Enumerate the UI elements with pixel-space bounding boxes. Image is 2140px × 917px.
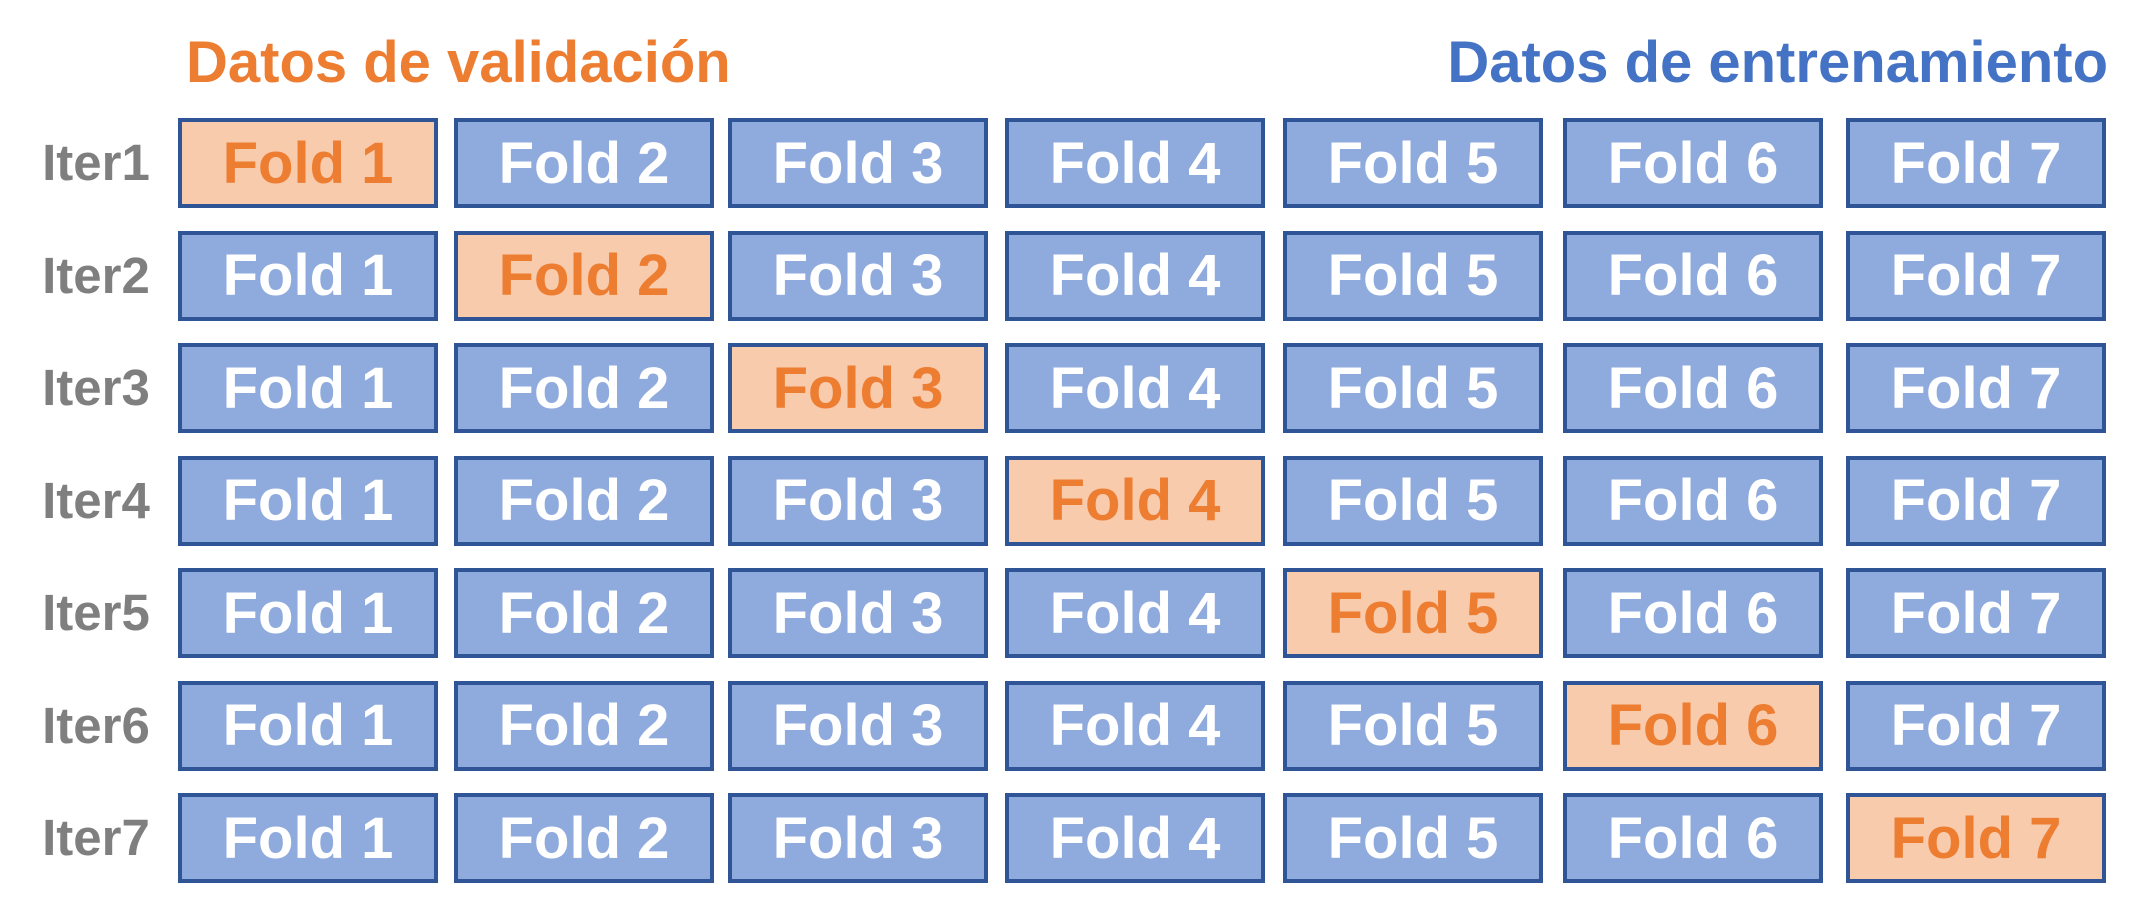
fold-cell-training: Fold 4 bbox=[1005, 568, 1265, 658]
fold-cell-training: Fold 1 bbox=[178, 343, 438, 433]
fold-cell-validation: Fold 4 bbox=[1005, 455, 1265, 546]
fold-cell-validation: Fold 1 bbox=[178, 118, 438, 208]
iteration-label: Iter1 bbox=[42, 134, 150, 191]
fold-cell-validation: Fold 7 bbox=[1846, 793, 2106, 883]
iteration-label: Iter3 bbox=[42, 359, 150, 416]
fold-cell-training: Fold 2 bbox=[454, 118, 714, 208]
fold-cell-training: Fold 2 bbox=[454, 680, 714, 771]
fold-cell-training: Fold 1 bbox=[178, 793, 438, 883]
fold-cell-training: Fold 1 bbox=[178, 568, 438, 658]
fold-cell-training: Fold 4 bbox=[1005, 793, 1265, 883]
fold-cell-training: Fold 3 bbox=[728, 230, 988, 321]
fold-cell-training: Fold 5 bbox=[1283, 230, 1543, 321]
fold-cell-validation: Fold 3 bbox=[728, 343, 988, 433]
fold-cell-training: Fold 3 bbox=[728, 568, 988, 658]
fold-cell-training: Fold 1 bbox=[178, 680, 438, 771]
fold-cell-training: Fold 4 bbox=[1005, 343, 1265, 433]
fold-cell-training: Fold 7 bbox=[1846, 455, 2106, 546]
fold-cell-training: Fold 5 bbox=[1283, 455, 1543, 546]
iteration-row: Iter2 Fold 1 Fold 2 Fold 3 Fold 4 Fold 5 Fold … bbox=[0, 230, 2140, 321]
iteration-label: Iter7 bbox=[42, 809, 150, 866]
fold-cell-training: Fold 3 bbox=[728, 118, 988, 208]
fold-cell-training: Fold 1 bbox=[178, 455, 438, 546]
iteration-row: Iter7 Fold 1 Fold 2 Fold 3 Fold 4 Fold 5 Fold … bbox=[0, 793, 2140, 883]
fold-cell-training: Fold 5 bbox=[1283, 343, 1543, 433]
legend-training: Datos de entrenamiento bbox=[1447, 30, 2108, 95]
fold-cell-training: Fold 7 bbox=[1846, 118, 2106, 208]
fold-cell-validation: Fold 2 bbox=[454, 230, 714, 321]
iteration-label: Iter2 bbox=[42, 246, 150, 304]
fold-cell-training: Fold 6 bbox=[1563, 455, 1823, 546]
fold-cell-training: Fold 2 bbox=[454, 343, 714, 433]
fold-cell-training: Fold 6 bbox=[1563, 793, 1823, 883]
iteration-label: Iter5 bbox=[42, 584, 150, 641]
fold-cell-training: Fold 7 bbox=[1846, 343, 2106, 433]
iteration-row: Iter4 Fold 1 Fold 2 Fold 3 Fold 4 Fold 5 Fold … bbox=[0, 455, 2140, 546]
fold-cell-training: Fold 3 bbox=[728, 793, 988, 883]
iteration-row: Iter6 Fold 1 Fold 2 Fold 3 Fold 4 Fold 5 Fold … bbox=[0, 680, 2140, 771]
iteration-row: Iter1 Fold 1 Fold 2 Fold 3 Fold 4 Fold 5 Fold … bbox=[0, 118, 2140, 208]
fold-cell-training: Fold 4 bbox=[1005, 230, 1265, 321]
iteration-row: Iter3 Fold 1 Fold 2 Fold 3 Fold 4 Fold 5 Fold … bbox=[0, 343, 2140, 433]
fold-cell-training: Fold 1 bbox=[178, 230, 438, 321]
fold-cell-validation: Fold 6 bbox=[1563, 680, 1823, 771]
legend-validation: Datos de validación bbox=[186, 30, 731, 95]
iteration-label: Iter4 bbox=[42, 471, 150, 529]
iteration-label: Iter6 bbox=[42, 696, 150, 754]
fold-cell-training: Fold 5 bbox=[1283, 793, 1543, 883]
fold-cell-training: Fold 3 bbox=[728, 455, 988, 546]
fold-cell-training: Fold 6 bbox=[1563, 343, 1823, 433]
fold-cell-training: Fold 6 bbox=[1563, 118, 1823, 208]
fold-cell-training: Fold 3 bbox=[728, 680, 988, 771]
fold-cell-training: Fold 7 bbox=[1846, 680, 2106, 771]
fold-cell-training: Fold 4 bbox=[1005, 118, 1265, 208]
fold-cell-training: Fold 2 bbox=[454, 793, 714, 883]
fold-cell-training: Fold 6 bbox=[1563, 568, 1823, 658]
fold-cell-training: Fold 6 bbox=[1563, 230, 1823, 321]
fold-cell-training: Fold 4 bbox=[1005, 680, 1265, 771]
fold-cell-validation: Fold 5 bbox=[1283, 568, 1543, 658]
fold-cell-training: Fold 7 bbox=[1846, 568, 2106, 658]
fold-cell-training: Fold 2 bbox=[454, 455, 714, 546]
fold-cell-training: Fold 5 bbox=[1283, 680, 1543, 771]
iteration-row: Iter5 Fold 1 Fold 2 Fold 3 Fold 4 Fold 5 Fold … bbox=[0, 568, 2140, 658]
fold-cell-training: Fold 2 bbox=[454, 568, 714, 658]
fold-cell-training: Fold 7 bbox=[1846, 230, 2106, 321]
fold-cell-training: Fold 5 bbox=[1283, 118, 1543, 208]
